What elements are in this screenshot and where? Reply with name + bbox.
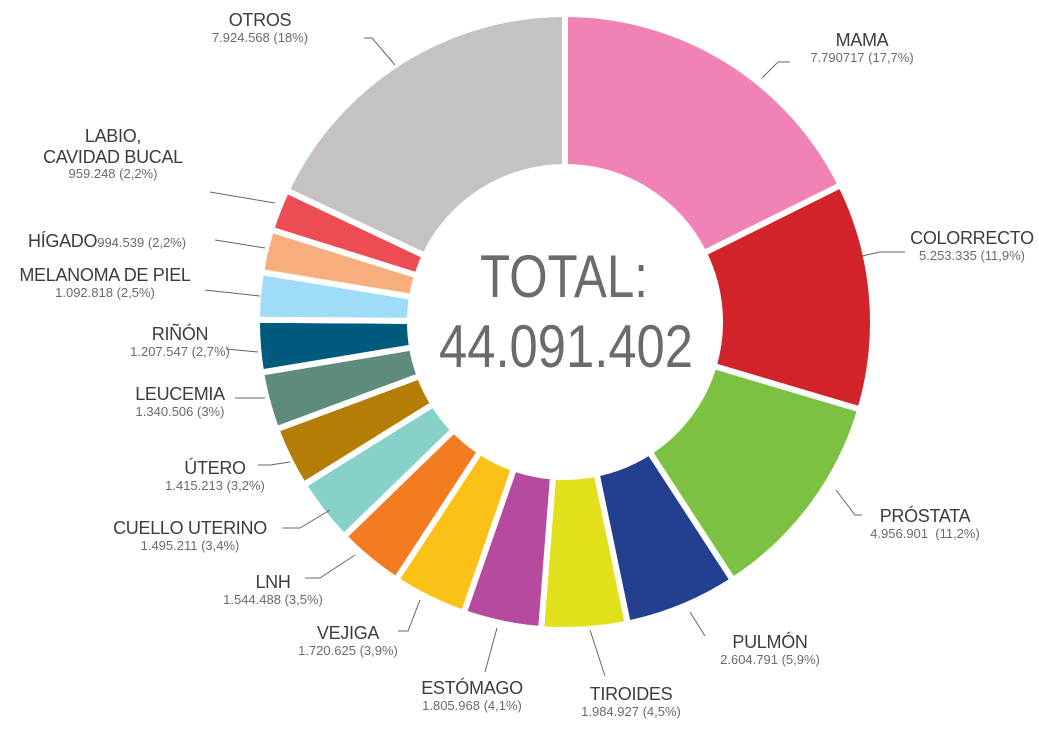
category-name: HÍGADO [28, 231, 98, 251]
slice-label: OTROS 7.924.568 (18%) [212, 10, 308, 46]
category-name: LEUCEMIA [135, 384, 225, 404]
slice-label: TIROIDES 1.984.927 (4,5%) [581, 684, 681, 720]
leader-line [204, 289, 261, 297]
value-label: 1.984.927 (4,5%) [581, 703, 681, 719]
category-name: ÚTERO [184, 458, 246, 478]
leader-line [589, 629, 606, 677]
category-name: RIÑÓN [151, 324, 209, 344]
slices [253, 10, 876, 633]
slice-label: ESTÓMAGO 1.805.968 (4,1%) [421, 678, 523, 714]
slice-label: MAMA 7.790717 (17,7%) [810, 30, 913, 66]
slice-label: PRÓSTATA 4.956.901 (11,2%) [870, 506, 980, 542]
leader-line [761, 61, 790, 79]
slice-label: VEJIGA 1.720.625 (3,9%) [298, 623, 398, 659]
value-label: 1.340.506 (3%) [135, 403, 225, 419]
category-name: OTROS [228, 10, 292, 30]
value-label: 7.790717 (17,7%) [810, 49, 914, 65]
value-label: 1.495.211 (3,4%) [140, 537, 240, 553]
slice-label: HÍGADO994.539 (2,2%) [28, 231, 186, 252]
leader-line [214, 239, 266, 249]
value-label: 1.544.488 (3,5%) [223, 591, 323, 607]
slice-label: LNH 1.544.488 (3,5%) [223, 572, 323, 608]
slice-label: MELANOMA DE PIEL 1.092.818 (2,5%) [19, 265, 191, 301]
leader-line [209, 191, 276, 204]
category-name: MELANOMA DE PIEL [19, 265, 191, 285]
leader-line [225, 348, 259, 353]
value-label: 994.539 (2,2%) [97, 235, 187, 250]
category-name: CUELLO UTERINO [113, 518, 267, 538]
category-name: ESTÓMAGO [421, 678, 523, 698]
slice-label: PULMÓN 2.604.791 (5,9%) [720, 632, 820, 668]
slice-label: CUELLO UTERINO 1.495.211 (3,4%) [113, 518, 267, 554]
total-label: TOTAL: [480, 243, 648, 310]
slice [282, 10, 568, 260]
category-name: COLORRECTO [910, 228, 1034, 248]
slice-label: RIÑÓN 1.207.547 (2,7%) [130, 324, 230, 360]
value-label: 5.253.335 (11,9%) [919, 247, 1025, 263]
value-label: 2.604.791 (5,9%) [720, 651, 820, 667]
value-label: 7.924.568 (18%) [211, 29, 309, 45]
category-name: PULMÓN [732, 632, 808, 652]
total-value: 44.091.402 [439, 313, 693, 380]
category-name: PRÓSTATA [879, 506, 971, 526]
leader-line [484, 627, 498, 673]
value-label: 1.720.625 (3,9%) [298, 642, 398, 658]
slice-label: LABIO, CAVIDAD BUCAL 959.248 (2,2%) [43, 126, 183, 182]
category-name: LNH [255, 572, 291, 592]
value-label: 1.092.818 (2,5%) [55, 284, 155, 300]
category-name: TIROIDES [589, 684, 673, 704]
leader-line [835, 489, 862, 516]
slice-label: COLORRECTO 5.253.335 (11,9%) [910, 228, 1034, 264]
leader-line [398, 599, 421, 632]
slice [562, 10, 845, 258]
category-name: MAMA [835, 30, 889, 50]
value-label: 1.805.968 (4,1%) [422, 697, 522, 713]
slice-label: LEUCEMIA 1.340.506 (3%) [135, 384, 225, 420]
value-label: 4.956.901 (11,2%) [870, 525, 980, 541]
leader-line [689, 611, 706, 637]
leader-line [258, 461, 291, 466]
value-label: 1.415.213 (3,2%) [165, 477, 265, 493]
category-name: VEJIGA [316, 623, 380, 643]
slice-label: ÚTERO 1.415.213 (3,2%) [165, 458, 265, 494]
leader-line [305, 554, 356, 579]
category-name: LABIO, CAVIDAD BUCAL [43, 126, 183, 167]
leader-line [364, 37, 396, 66]
value-label: 959.248 (2,2%) [68, 166, 158, 182]
value-label: 1.207.547 (2,7%) [130, 343, 230, 359]
leader-line [282, 509, 331, 529]
leader-line [861, 251, 905, 257]
